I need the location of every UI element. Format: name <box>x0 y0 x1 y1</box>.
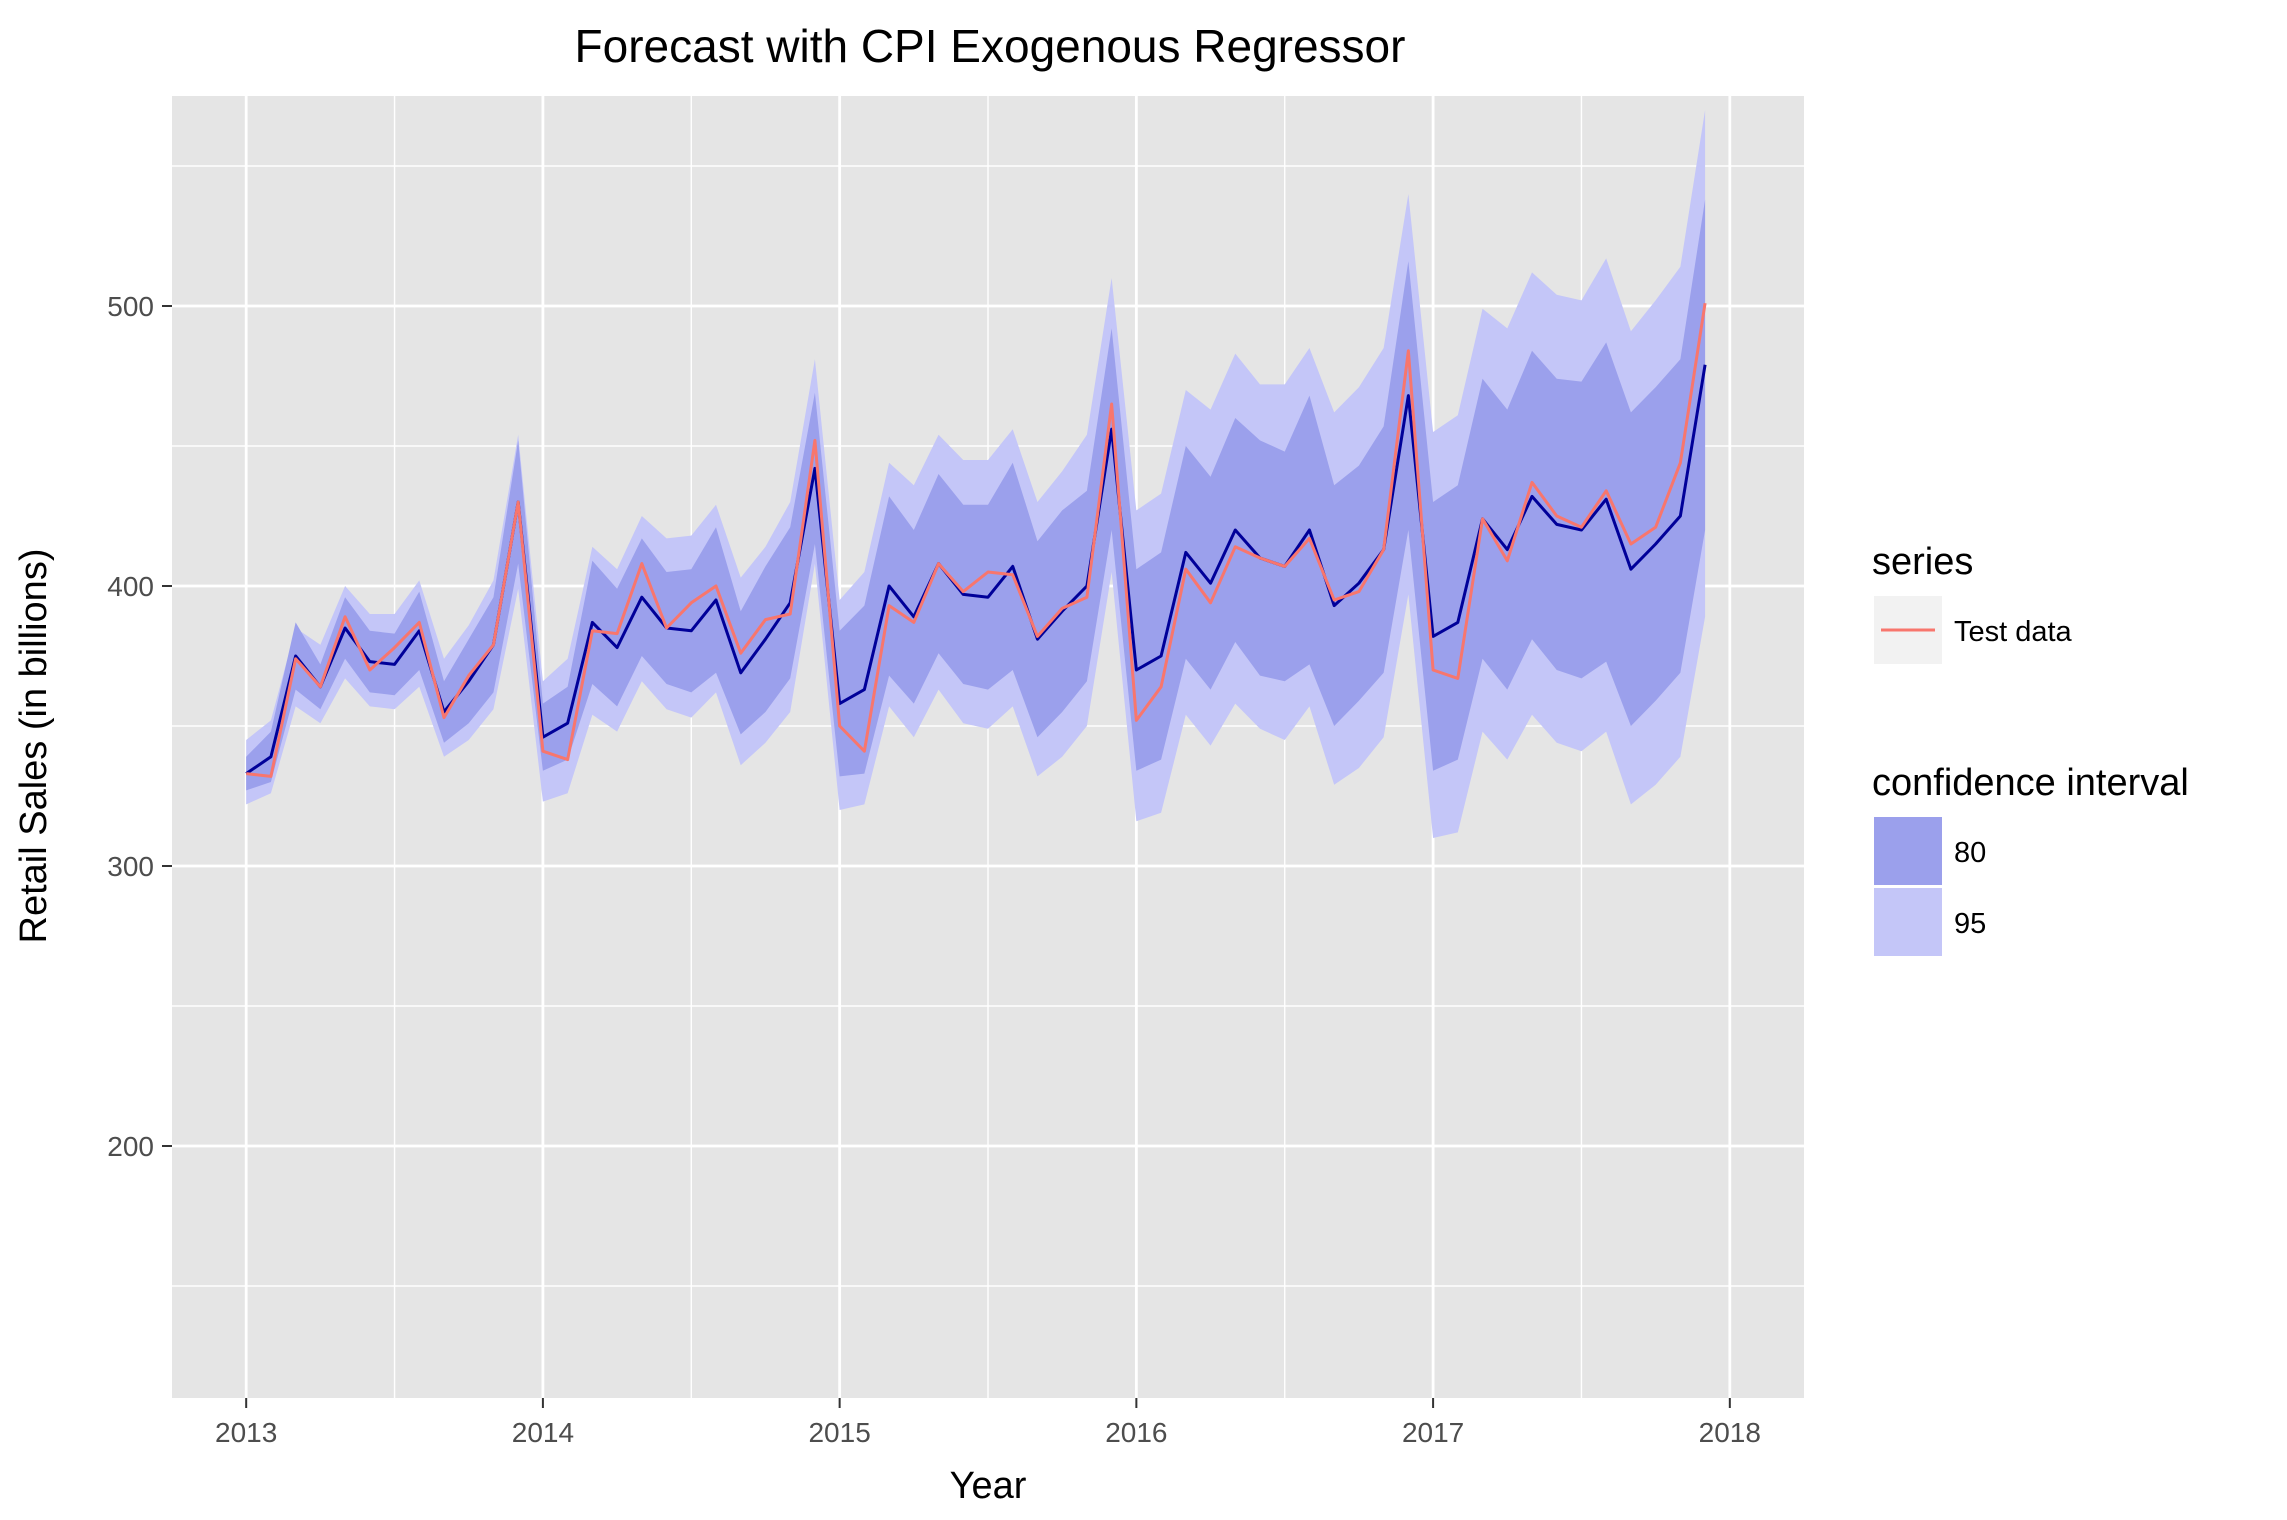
x-tick-label: 2015 <box>808 1417 870 1448</box>
series-lines <box>245 302 1707 778</box>
x-tick-label: 2014 <box>512 1417 574 1448</box>
y-axis: 200 300 400 500 <box>107 291 172 1162</box>
y-tick-label: 300 <box>107 851 154 882</box>
x-tick-label: 2017 <box>1402 1417 1464 1448</box>
test-data-line <box>246 302 1707 778</box>
chart-title: Forecast with CPI Exogenous Regressor <box>575 20 1406 72</box>
x-tick-label: 2016 <box>1105 1417 1167 1448</box>
y-axis-title: Retail Sales (in billions) <box>13 549 55 944</box>
y-tick-label: 200 <box>107 1131 154 1162</box>
legend-label-ci80: 80 <box>1954 837 1986 869</box>
legend: series Test data confidence interval 80 … <box>1872 541 2189 956</box>
legend-key-ci80 <box>1874 817 1942 885</box>
y-tick-label: 400 <box>107 571 154 602</box>
y-tick-label: 500 <box>107 291 154 322</box>
legend-label-test-data: Test data <box>1954 616 2073 648</box>
legend-series-title: series <box>1872 541 1973 583</box>
legend-label-ci95: 95 <box>1954 908 1986 940</box>
legend-ci-title: confidence interval <box>1872 762 2189 804</box>
x-tick-label: 2018 <box>1699 1417 1761 1448</box>
legend-key-ci95 <box>1874 888 1942 956</box>
x-axis-title: Year <box>950 1465 1027 1507</box>
x-axis: 2013 2014 2015 2016 2017 2018 <box>215 1398 1761 1448</box>
x-tick-label: 2013 <box>215 1417 277 1448</box>
